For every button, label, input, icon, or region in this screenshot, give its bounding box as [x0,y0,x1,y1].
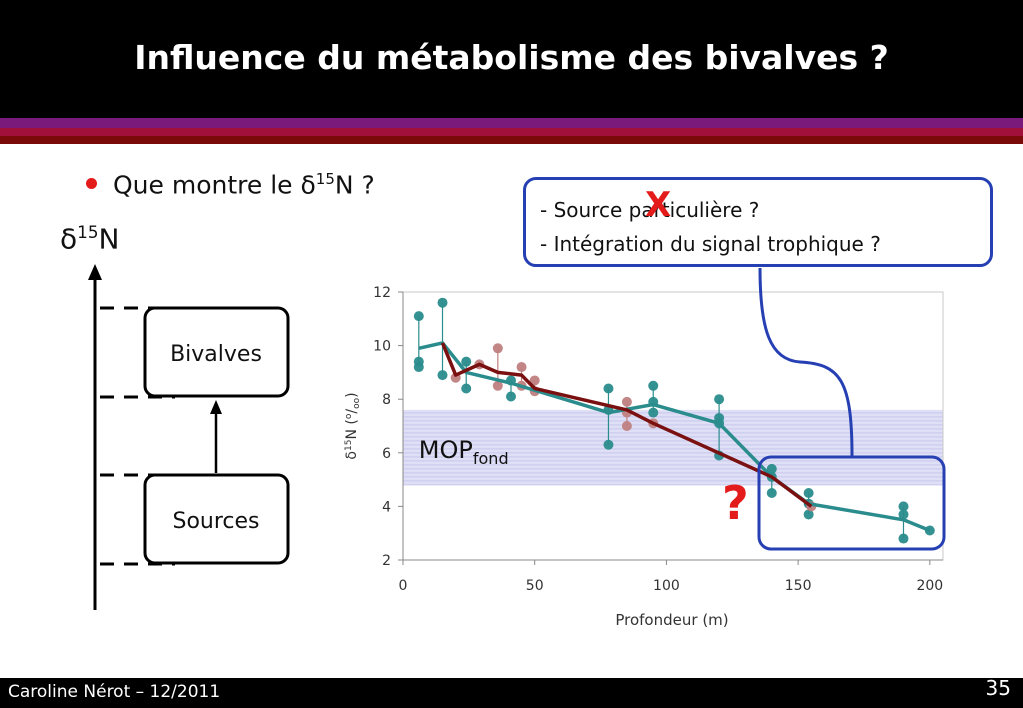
axis-suffix: N [98,222,120,256]
bullet-prefix: Que montre le [113,170,301,200]
data-point [766,488,777,498]
bubble-line-1: - Source particulière ? [540,198,760,222]
slide-title: Influence du métabolisme des bivalves ? [134,38,889,77]
data-point [803,488,814,498]
title-bar [0,0,1023,118]
bullet-question: Que montre le δ15N ? [86,170,375,199]
sources-label: Sources [172,509,259,534]
ylabel-mid: N ( [344,419,360,439]
data-point [766,463,777,474]
footer-author: Caroline Nérot – 12/2011 [8,682,221,702]
data-point [714,394,725,405]
crimson-stripe [0,128,1023,136]
bullet-delta: δ [300,170,316,200]
mop-label: MOPfond [419,436,509,468]
data-point [648,380,659,391]
bivalves-label: Bivalves [170,342,262,367]
bullet-sup: 15 [315,170,335,188]
data-point [621,396,632,407]
x-axis-label: Profondeur (m) [615,611,728,629]
y-tick-label: 2 [382,553,391,569]
y-tick-label: 8 [382,392,391,408]
y-tick-label: 4 [382,499,391,515]
sources-box [143,473,290,565]
x-tick-label: 0 [399,578,408,594]
x-tick-label: 200 [916,578,943,594]
ylabel-sup: 15 [344,440,354,451]
bivalves-box [143,306,290,398]
ylabel-o1: o [344,413,354,419]
data-point [603,439,614,450]
data-point [492,343,503,354]
data-point [413,362,424,373]
mean-line [440,342,813,508]
x-tick-label: 50 [526,578,544,594]
data-point [413,311,424,322]
data-point [603,383,614,394]
data-point [529,375,540,386]
bubble-line-2: - Intégration du signal trophique ? [540,232,881,256]
ylabel-slash: / [344,409,360,414]
mop-main: MOP [419,436,473,464]
data-point [516,362,527,373]
data-point [437,370,448,381]
ylabel-o2: oo [352,397,362,409]
cross-mark-icon: X [645,185,672,225]
x-tick-label: 100 [653,578,680,594]
data-point [437,297,448,308]
y-axis-label: δ15N (o/oo) [344,392,362,459]
flow-arrow-icon [210,400,222,414]
question-mark: ? [722,476,749,530]
data-point [461,356,472,367]
data-point [898,501,909,512]
data-point [621,421,632,431]
data-point [898,509,909,520]
purple-stripe [0,118,1023,128]
data-point [461,383,472,394]
chart-axes [402,292,943,561]
data-point [492,380,503,391]
data-point [898,533,909,544]
hypothesis-bubble: - Source particulière ? - Intégration du… [523,177,993,267]
dark-red-stripe [0,136,1023,144]
y-tick-label: 10 [373,339,391,355]
bullet-suffix: N ? [334,170,375,200]
ylabel-delta: δ [344,451,360,460]
axis-sup: 15 [77,222,99,242]
chart-ticks: 0 50 100 150 200 2 4 6 8 10 12 [373,285,943,594]
data-point [506,391,516,402]
ylabel-end: ) [344,392,360,397]
callout-connector [758,267,854,457]
mean-line [418,341,931,533]
data-point [648,407,659,418]
page-number: 35 [985,676,1011,700]
diagram-axis-arrow-icon [88,264,102,280]
axis-delta: δ [60,222,78,256]
x-tick-label: 150 [785,578,812,594]
data-point [803,509,814,520]
y-tick-label: 6 [382,446,391,462]
mop-sub: fond [473,449,509,468]
y-tick-label: 12 [373,285,391,301]
footer-bar [0,678,1023,708]
mop-band-hatch [403,412,943,486]
bullet-dot-icon [86,177,97,189]
diagram-axis-label: δ15N [60,222,119,255]
chart-series [413,297,935,544]
deep-samples-highlight [757,455,946,551]
